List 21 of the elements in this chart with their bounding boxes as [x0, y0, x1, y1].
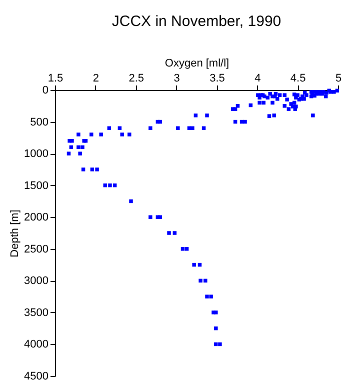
y-tick-label: 2500: [24, 243, 48, 256]
y-tick-label: 1000: [24, 148, 48, 160]
x-tick-label: 2.5: [128, 72, 144, 84]
y-tick-label: 4000: [24, 338, 48, 351]
x-tick-label: 3: [174, 72, 180, 84]
x-tick-label: 4: [254, 72, 261, 84]
x-tick-label: 3.5: [210, 72, 225, 84]
x-axis-title: Oxygen [ml/l]: [164, 58, 230, 70]
x-tick-label: 4.5: [290, 72, 306, 84]
y-tick-label: 2000: [24, 212, 48, 224]
y-tick-label: 0: [42, 84, 48, 96]
y-tick-label: 1500: [24, 180, 48, 192]
y-axis-title: Depth [m]: [9, 210, 22, 258]
y-tick-label: 500: [30, 116, 48, 128]
x-tick-label: 5: [335, 72, 342, 84]
y-tick-label: 3500: [24, 306, 48, 319]
y-tick-label: 3000: [24, 275, 48, 288]
y-tick-label: 4500: [24, 370, 48, 382]
x-tick-label: 1.5: [48, 72, 64, 84]
x-tick-label: 2: [92, 72, 99, 84]
chart-title: JCCX in November, 1990: [112, 13, 282, 30]
